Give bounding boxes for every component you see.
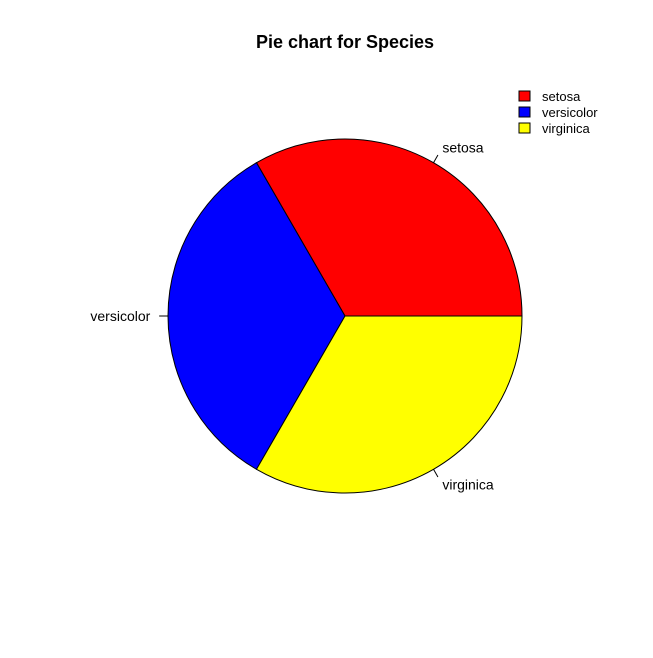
legend-swatch-setosa bbox=[518, 90, 531, 102]
legend-label-virginica: virginica bbox=[542, 121, 590, 136]
legend-swatch-versicolor bbox=[518, 106, 531, 118]
slice-label-versicolor: versicolor bbox=[90, 308, 150, 324]
pie-slice-setosa bbox=[255, 138, 523, 317]
legend-label-versicolor: versicolor bbox=[542, 105, 598, 120]
slice-labels: setosa versicolor virginica bbox=[90, 139, 494, 492]
slice-tick-setosa bbox=[433, 154, 439, 163]
slice-label-ticks bbox=[159, 154, 439, 478]
slice-label-virginica: virginica bbox=[442, 477, 494, 493]
pie-slice-virginica bbox=[255, 315, 523, 494]
chart-title: Pie chart for Species bbox=[256, 32, 434, 52]
slice-label-setosa: setosa bbox=[442, 139, 483, 155]
pie-slice-versicolor bbox=[167, 162, 346, 470]
legend-label-setosa: setosa bbox=[542, 89, 581, 104]
slice-tick-virginica bbox=[433, 469, 439, 478]
legend-swatch-virginica bbox=[518, 122, 531, 134]
pie-slices bbox=[167, 138, 523, 494]
